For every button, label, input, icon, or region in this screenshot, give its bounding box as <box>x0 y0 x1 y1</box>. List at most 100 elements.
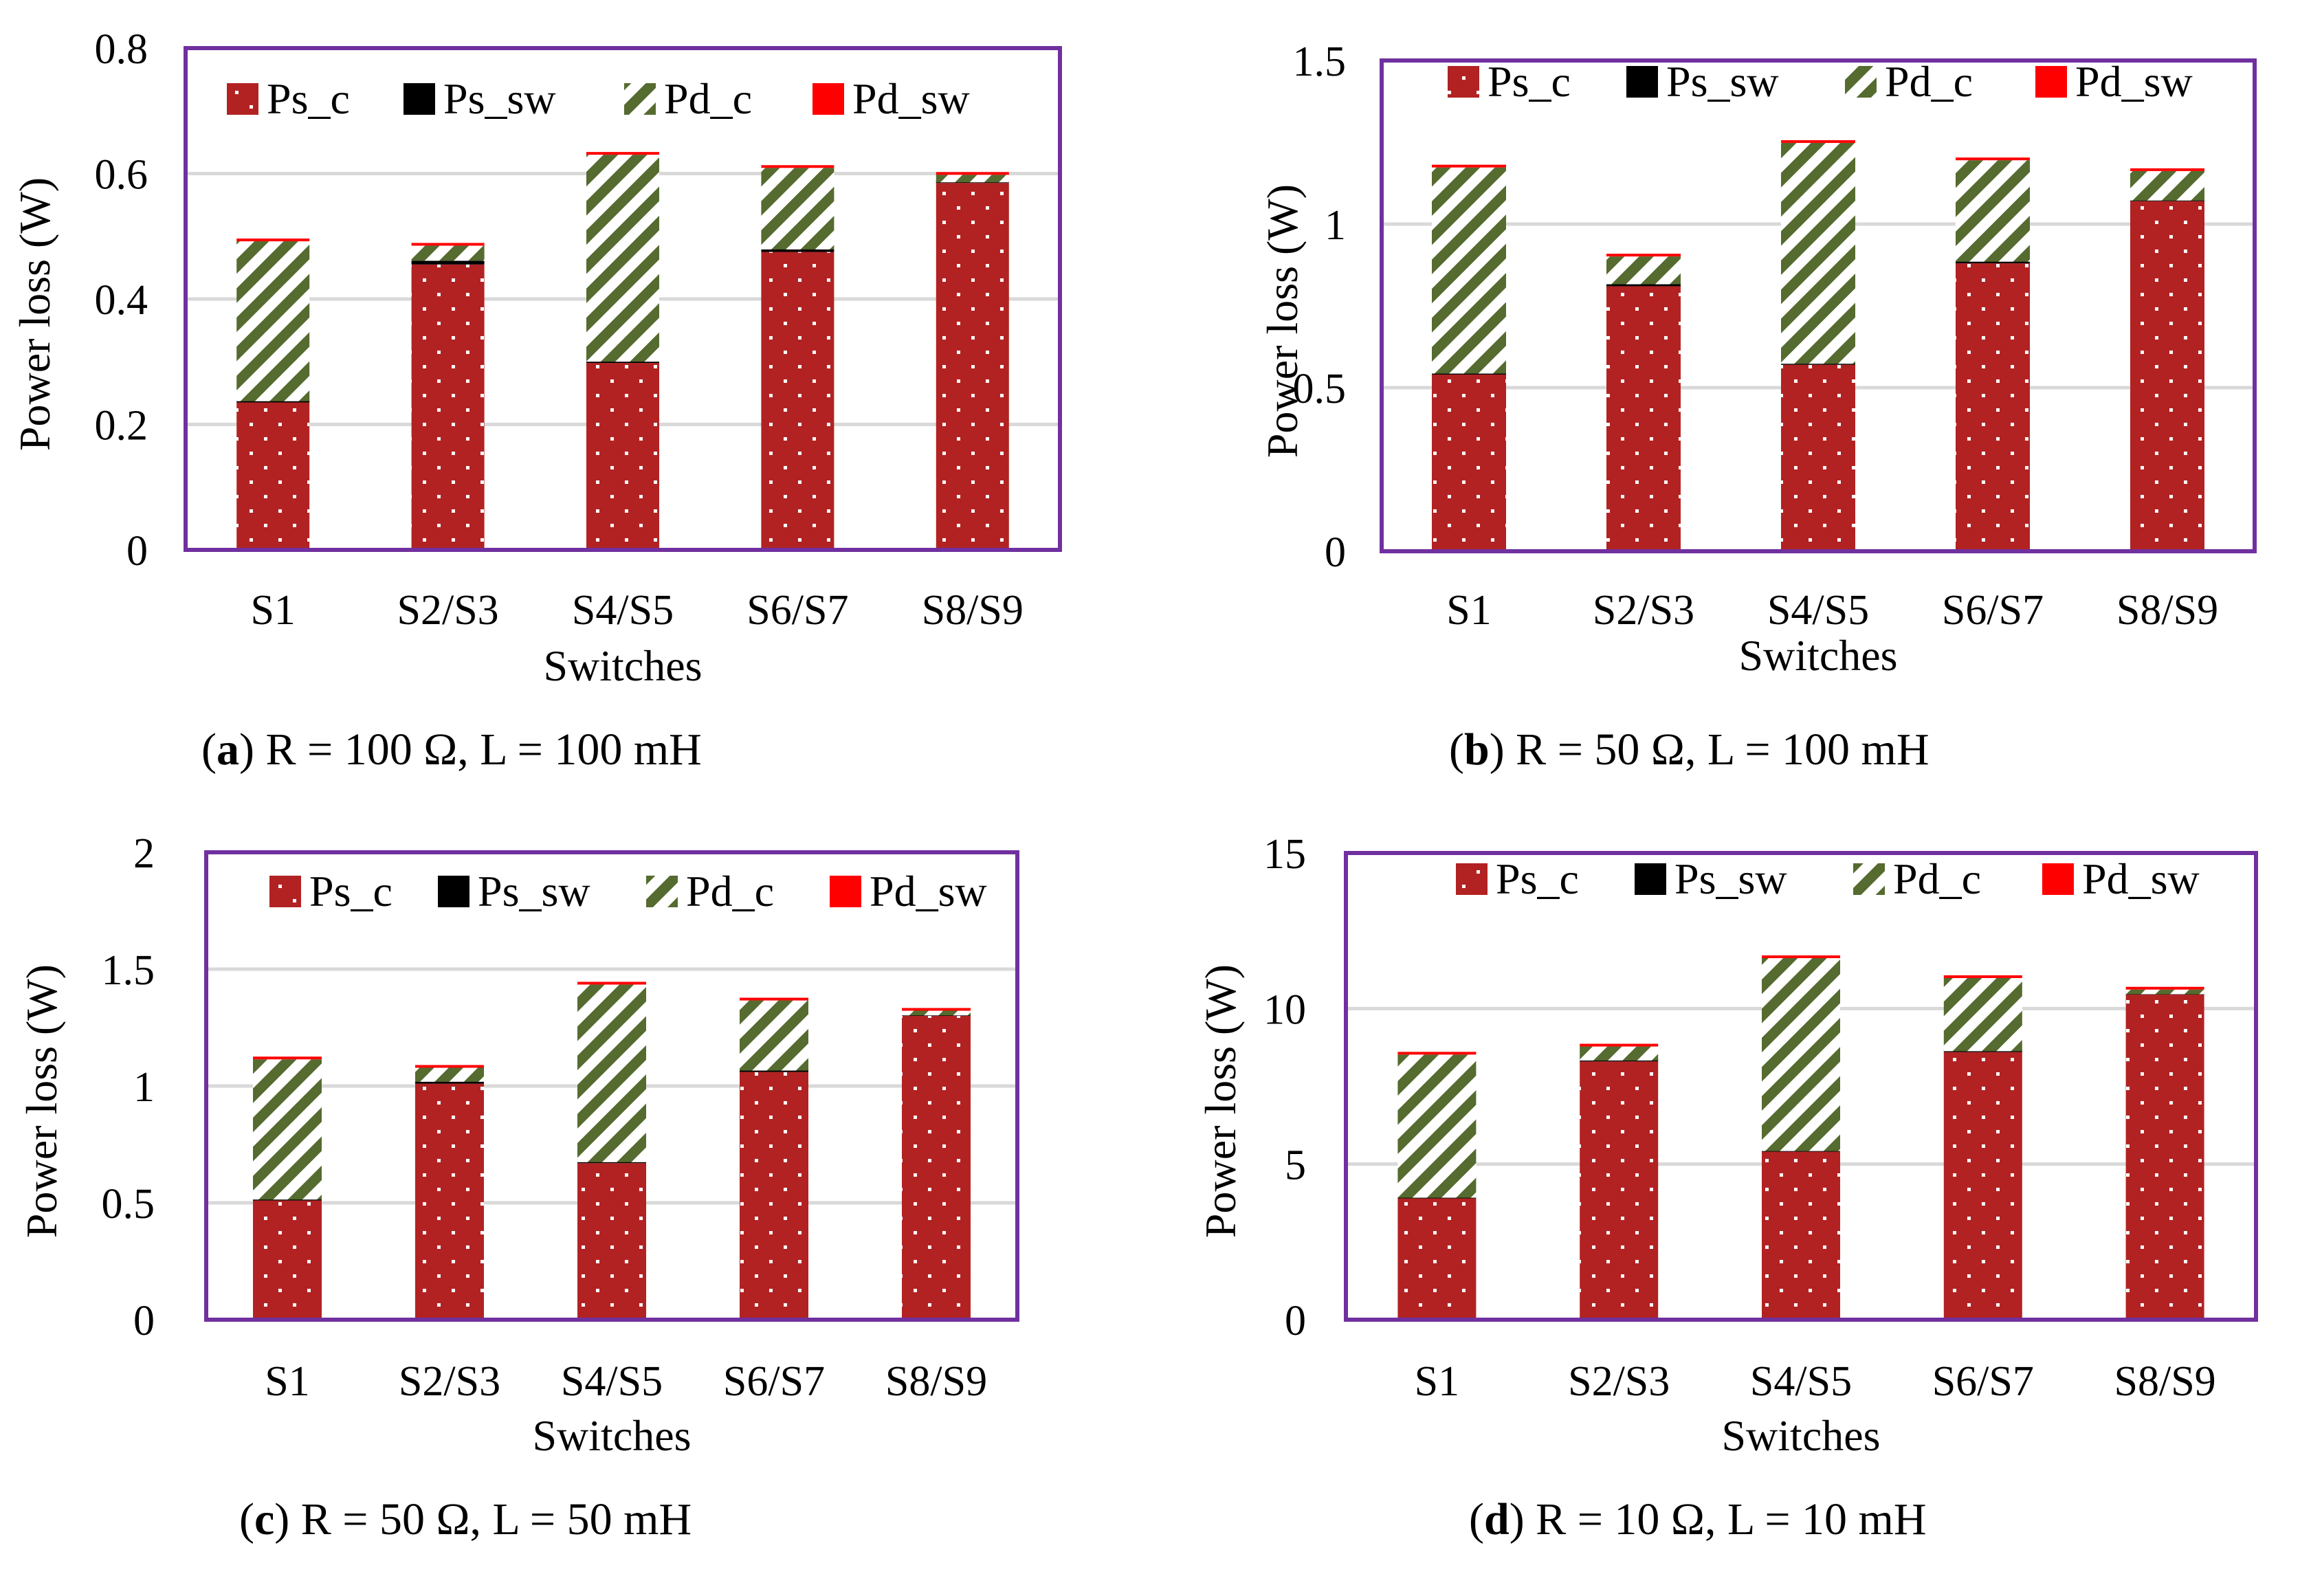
bar-ps-c-s8-s9 <box>936 183 1009 550</box>
x-tick-label: S4/S5 <box>1750 1358 1852 1405</box>
legend-label: Ps_c <box>1496 854 1579 903</box>
y-tick-label: 1 <box>1325 202 1346 249</box>
legend-swatch-pd-c <box>1845 66 1877 98</box>
legend-swatch-pd-c <box>624 83 656 115</box>
x-tick-label: S4/S5 <box>561 1358 663 1405</box>
bar-pd-c-s4-s5 <box>1762 958 1840 1151</box>
plot-frame <box>1344 851 2258 1322</box>
bar-ps-c-s2-s3 <box>1606 286 1681 551</box>
x-tick-label: S8/S9 <box>922 587 1024 634</box>
panel-caption: (b) R = 50 Ω, L = 100 mH <box>1449 724 1930 775</box>
x-tick-label: S2/S3 <box>399 1358 500 1405</box>
legend-label: Pd_c <box>1893 854 1981 903</box>
bar-ps-sw-s2-s3 <box>411 261 485 265</box>
legend-label: Ps_sw <box>443 74 556 123</box>
x-axis-label: Switches <box>543 641 702 690</box>
bar-pd-sw-s2-s3 <box>1580 1043 1659 1047</box>
bar-pd-sw-s8-s9 <box>936 172 1009 175</box>
bar-ps-c-s1 <box>236 402 310 550</box>
legend-swatch-ps-sw <box>1635 863 1666 895</box>
legend-label: Ps_c <box>309 867 392 916</box>
bar-pd-sw-s8-s9 <box>2125 986 2204 990</box>
panel-letter: a <box>217 724 239 775</box>
bar-pd-c-s4-s5 <box>586 155 659 362</box>
y-axis-label: Power loss (W) <box>17 964 66 1238</box>
plot-frame <box>204 850 1019 1322</box>
plot-frame <box>1380 58 2257 553</box>
bar-pd-sw-s6-s7 <box>740 997 808 1001</box>
panel-caption: (c) R = 50 Ω, L = 50 mH <box>239 1494 692 1544</box>
x-tick-label: S2/S3 <box>397 587 498 634</box>
bar-ps-sw-s2-s3 <box>1606 283 1681 287</box>
x-tick-label: S2/S3 <box>1593 587 1694 634</box>
bar-ps-c-s8-s9 <box>2125 994 2204 1320</box>
bar-ps-c-s1 <box>1432 374 1506 551</box>
x-tick-label: S6/S7 <box>723 1358 825 1405</box>
bar-pd-c-s4-s5 <box>577 984 646 1162</box>
bar-pd-c-s1 <box>1432 167 1506 374</box>
bar-ps-sw-s2-s3 <box>415 1080 484 1084</box>
legend: Ps_c Ps_sw Pd_c Pd_sw <box>1448 57 2193 106</box>
legend-label: Pd_c <box>664 74 752 123</box>
legend: Ps_c Ps_sw Pd_c Pd_sw <box>269 867 987 916</box>
panel-caption-text: ) R = 50 Ω, L = 50 mH <box>274 1494 692 1544</box>
bar-ps-c-s4-s5 <box>1762 1151 1840 1320</box>
x-tick-label: S6/S7 <box>1932 1358 2034 1405</box>
bar-pd-c-s2-s3 <box>1606 256 1681 285</box>
bar-ps-c-s6-s7 <box>1943 1052 2022 1320</box>
x-tick-label: S6/S7 <box>1942 587 2044 634</box>
legend-label: Pd_sw <box>2082 854 2200 903</box>
legend-swatch-ps-c <box>269 876 301 907</box>
bar-pd-c-s6-s7 <box>740 1000 808 1071</box>
bar-ps-c-s1 <box>253 1200 322 1320</box>
legend-swatch-pd-c <box>1853 863 1885 895</box>
legend-label: Ps_sw <box>1666 57 1779 106</box>
bar-ps-c-s2-s3 <box>411 264 485 550</box>
y-tick-label: 0.5 <box>102 1181 155 1228</box>
y-tick-label: 0.2 <box>95 403 148 450</box>
legend-label: Pd_sw <box>870 867 987 916</box>
x-tick-label: S1 <box>1415 1358 1459 1405</box>
bar-pd-sw-s2-s3 <box>415 1065 484 1068</box>
bar-pd-c-s8-s9 <box>2130 170 2204 201</box>
y-tick-label: 0.5 <box>1293 366 1347 412</box>
legend-swatch-pd-sw <box>830 876 861 907</box>
panel-caption-text: ) R = 10 Ω, L = 10 mH <box>1510 1494 1927 1544</box>
panel-letter: d <box>1484 1494 1510 1544</box>
y-tick-label: 1 <box>133 1064 155 1111</box>
legend-swatch-pd-c <box>646 876 678 907</box>
bar-pd-c-s8-s9 <box>902 1010 971 1016</box>
x-axis-label: Switches <box>532 1411 691 1460</box>
bar-pd-sw-s1 <box>1397 1052 1477 1055</box>
bar-ps-sw-s6-s7 <box>740 1069 808 1072</box>
bar-pd-c-s1 <box>1397 1054 1477 1198</box>
bar-pd-c-s4-s5 <box>1781 142 1855 364</box>
plot-frame <box>184 46 1062 552</box>
panel-caption-text: ) R = 50 Ω, L = 100 mH <box>1490 724 1930 775</box>
bar-pd-c-s2-s3 <box>1580 1046 1659 1061</box>
bar-pd-c-s6-s7 <box>761 168 834 250</box>
bar-ps-c-s6-s7 <box>1956 263 2030 551</box>
bar-pd-sw-s8-s9 <box>902 1008 971 1011</box>
x-tick-label: S1 <box>265 1358 309 1405</box>
bar-pd-c-s1 <box>253 1059 322 1200</box>
y-tick-label: 1.5 <box>102 947 155 994</box>
bar-pd-sw-s2-s3 <box>411 243 485 246</box>
bar-ps-c-s4-s5 <box>1781 364 1855 551</box>
bar-pd-sw-s6-s7 <box>1943 975 2022 978</box>
x-tick-label: S1 <box>250 587 295 634</box>
legend-label: Pd_sw <box>852 74 970 123</box>
bar-ps-c-s6-s7 <box>740 1072 808 1320</box>
bar-pd-sw-s8-s9 <box>2130 168 2204 171</box>
x-tick-label: S8/S9 <box>2116 587 2218 634</box>
bar-ps-c-s1 <box>1397 1198 1477 1320</box>
y-tick-label: 0 <box>1285 1298 1306 1344</box>
x-tick-label: S1 <box>1446 587 1491 634</box>
bar-ps-sw-s6-s7 <box>1956 261 2030 264</box>
y-tick-label: 0 <box>1325 529 1346 576</box>
bar-pd-c-s2-s3 <box>415 1067 484 1082</box>
legend-label: Ps_sw <box>478 867 590 916</box>
x-tick-label: S8/S9 <box>2114 1358 2215 1405</box>
